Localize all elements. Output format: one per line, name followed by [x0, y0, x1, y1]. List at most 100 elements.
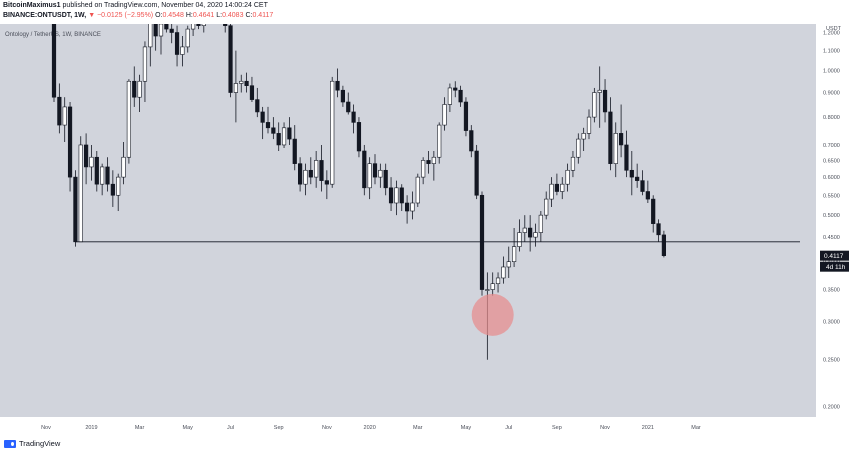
candle[interactable] [255, 87, 260, 118]
candle[interactable] [62, 97, 67, 142]
candle[interactable] [479, 191, 485, 296]
candle[interactable] [233, 50, 239, 123]
candle[interactable] [271, 117, 276, 140]
candle[interactable] [549, 177, 554, 207]
candle[interactable] [132, 66, 137, 107]
candle[interactable] [442, 97, 447, 131]
candle[interactable] [265, 106, 271, 134]
candle[interactable] [100, 163, 105, 196]
candle[interactable] [570, 151, 576, 178]
candle[interactable] [94, 151, 99, 192]
candle[interactable] [458, 85, 463, 107]
candle[interactable] [303, 163, 308, 196]
candle[interactable] [629, 151, 634, 196]
candle[interactable] [511, 228, 517, 267]
candle[interactable] [554, 173, 559, 196]
candle[interactable] [105, 157, 110, 192]
candle[interactable] [447, 83, 453, 112]
candle[interactable] [89, 144, 94, 181]
candle[interactable] [362, 144, 367, 196]
candle[interactable] [522, 215, 527, 242]
candle[interactable] [602, 79, 608, 123]
candle[interactable] [110, 170, 115, 207]
candle[interactable] [645, 180, 650, 203]
candle[interactable] [586, 109, 592, 140]
candle[interactable] [249, 76, 255, 103]
candle[interactable] [340, 85, 346, 107]
candle[interactable] [415, 173, 420, 207]
candle[interactable] [431, 151, 436, 181]
publisher-name[interactable]: BitcoinMaximus1 [3, 2, 61, 9]
candle[interactable] [116, 173, 121, 212]
tradingview-brand[interactable]: TradingView [4, 439, 60, 448]
candle[interactable] [410, 191, 415, 220]
candle[interactable] [533, 223, 538, 247]
candle[interactable] [383, 163, 388, 196]
candle[interactable] [506, 246, 511, 278]
symbol-name[interactable]: BINANCE:ONTUSDT, 1W, [3, 12, 87, 19]
candle[interactable] [661, 230, 666, 258]
candle[interactable] [538, 211, 543, 242]
candle[interactable] [463, 97, 469, 137]
candle[interactable] [404, 195, 410, 224]
candle[interactable] [656, 219, 661, 242]
candle[interactable] [528, 215, 533, 252]
candle[interactable] [51, 15, 57, 103]
candle[interactable] [319, 144, 324, 192]
candle[interactable] [437, 122, 442, 164]
candle[interactable] [544, 191, 549, 220]
candle[interactable] [314, 151, 319, 188]
candle[interactable] [399, 184, 404, 212]
candle[interactable] [635, 163, 640, 188]
time-axis[interactable] [0, 417, 816, 436]
candle[interactable] [388, 177, 394, 212]
candle[interactable] [335, 68, 340, 98]
candle[interactable] [308, 157, 313, 185]
candle[interactable] [73, 170, 78, 247]
candle[interactable] [394, 180, 399, 216]
candle[interactable] [330, 76, 335, 188]
candle[interactable] [239, 74, 244, 93]
candle[interactable] [84, 133, 89, 185]
candle[interactable] [126, 79, 131, 164]
candle[interactable] [597, 66, 602, 128]
candle[interactable] [490, 272, 495, 296]
candle[interactable] [121, 141, 126, 185]
candle[interactable] [180, 36, 185, 67]
price-axis[interactable] [816, 24, 850, 436]
candle[interactable] [292, 125, 297, 171]
candle[interactable] [324, 170, 329, 200]
candle[interactable] [495, 272, 501, 293]
candle[interactable] [651, 195, 656, 233]
candle[interactable] [244, 72, 249, 93]
candle[interactable] [624, 130, 629, 178]
candle[interactable] [565, 163, 570, 192]
candle[interactable] [346, 92, 351, 115]
candle[interactable] [613, 122, 618, 178]
candle[interactable] [137, 74, 142, 112]
candle[interactable] [581, 127, 586, 152]
candle[interactable] [517, 219, 522, 252]
candle[interactable] [576, 133, 581, 164]
candle[interactable] [608, 97, 613, 171]
candle[interactable] [185, 25, 190, 53]
highlight-circle[interactable] [471, 293, 514, 336]
plot-area[interactable] [0, 24, 816, 417]
candle[interactable] [560, 177, 565, 200]
candle[interactable] [228, 22, 233, 98]
candle[interactable] [453, 81, 458, 98]
candle[interactable] [640, 170, 645, 196]
candle[interactable] [426, 151, 431, 174]
candle[interactable] [174, 25, 180, 67]
candle[interactable] [276, 122, 281, 152]
candle[interactable] [501, 256, 506, 284]
candle[interactable] [281, 122, 287, 148]
candle[interactable] [297, 157, 303, 192]
candle[interactable] [287, 117, 292, 145]
candle[interactable] [67, 102, 73, 192]
candle[interactable] [260, 106, 265, 140]
candle[interactable] [421, 157, 426, 185]
candle[interactable] [592, 87, 597, 123]
candle[interactable] [474, 144, 479, 200]
